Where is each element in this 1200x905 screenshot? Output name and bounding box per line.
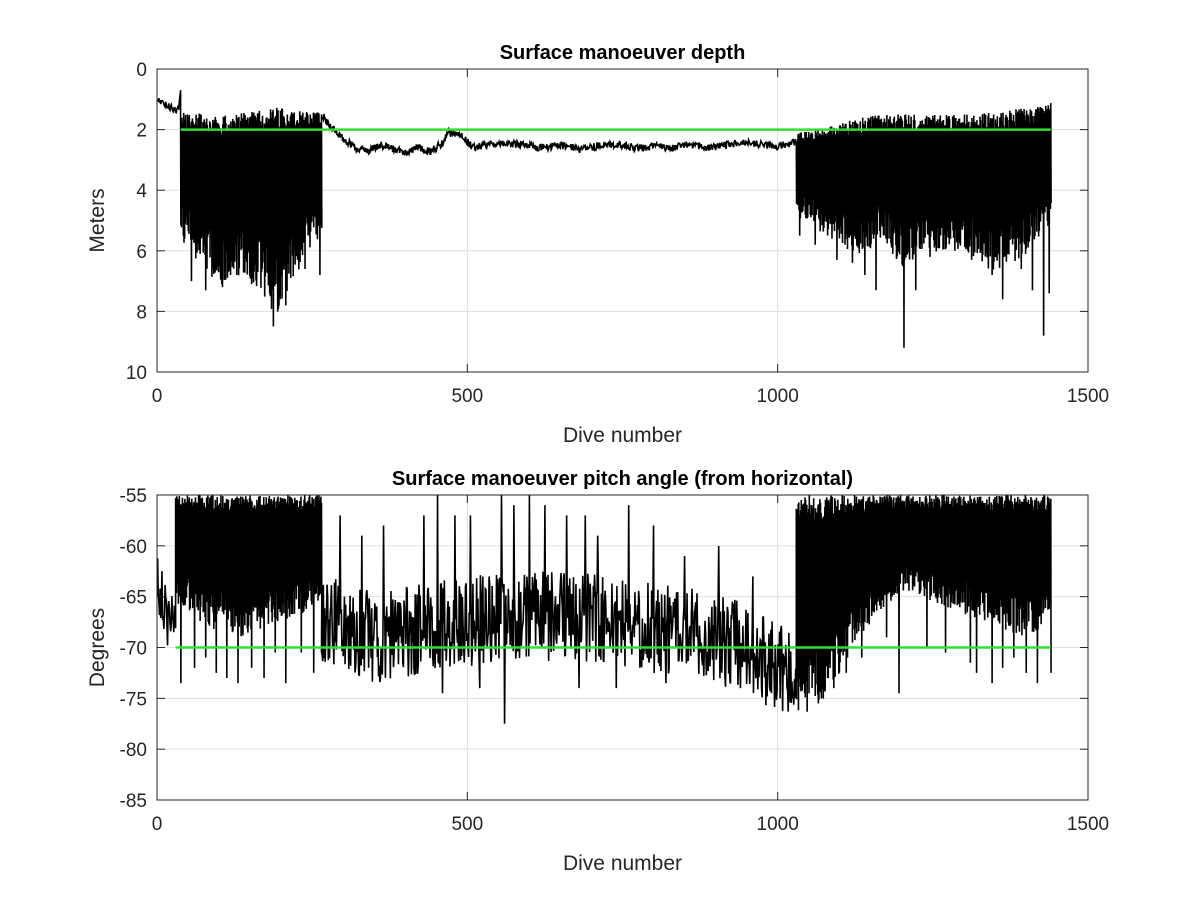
y-axis-label: Meters	[86, 188, 109, 252]
ticks	[156, 494, 1089, 801]
x-tick-label: 500	[451, 814, 483, 835]
x-tick-label: 0	[152, 814, 163, 835]
y-tick-label: 10	[126, 363, 147, 384]
subplot-2: 0 500 1000 1500 -55 -60 -65 -70 -75 -80 -85 Surface…	[86, 468, 1109, 875]
ticks	[156, 68, 1089, 373]
subplot-1: 0 500 1000 1500 0 2 4 6 8 10 Surface manoeuver dep…	[86, 42, 1109, 447]
x-tick-label: 1000	[757, 814, 799, 835]
y-tick-label: -70	[120, 639, 147, 660]
x-axis-label: Dive number	[563, 424, 682, 447]
axes-box	[156, 68, 1089, 373]
y-tick-label: -85	[120, 791, 147, 812]
y-tick-label: 4	[136, 181, 147, 202]
y-tick-label: -60	[120, 537, 147, 558]
data-series-line	[157, 90, 1052, 348]
y-tick-label: 0	[136, 60, 147, 81]
data-area	[157, 495, 1052, 724]
x-tick-label: 1000	[757, 386, 799, 407]
y-tick-label: -55	[120, 486, 147, 507]
y-tick-label: -65	[120, 588, 147, 609]
x-tick-label: 1500	[1067, 814, 1109, 835]
data-series-line	[157, 495, 1052, 724]
y-tick-label: -75	[120, 689, 147, 710]
y-tick-label: 8	[136, 302, 147, 323]
chart-title: Surface manoeuver pitch angle (from hori…	[392, 468, 853, 490]
x-tick-label: 1500	[1067, 386, 1109, 407]
x-tick-label: 500	[451, 386, 483, 407]
data-area	[157, 90, 1052, 348]
y-tick-label: 6	[136, 242, 147, 263]
x-tick-label: 0	[152, 386, 163, 407]
chart-title: Surface manoeuver depth	[500, 42, 746, 64]
x-axis-label: Dive number	[563, 852, 682, 875]
y-tick-label: 2	[136, 121, 147, 142]
y-tick-label: -80	[120, 740, 147, 761]
y-axis-label: Degrees	[86, 608, 109, 687]
